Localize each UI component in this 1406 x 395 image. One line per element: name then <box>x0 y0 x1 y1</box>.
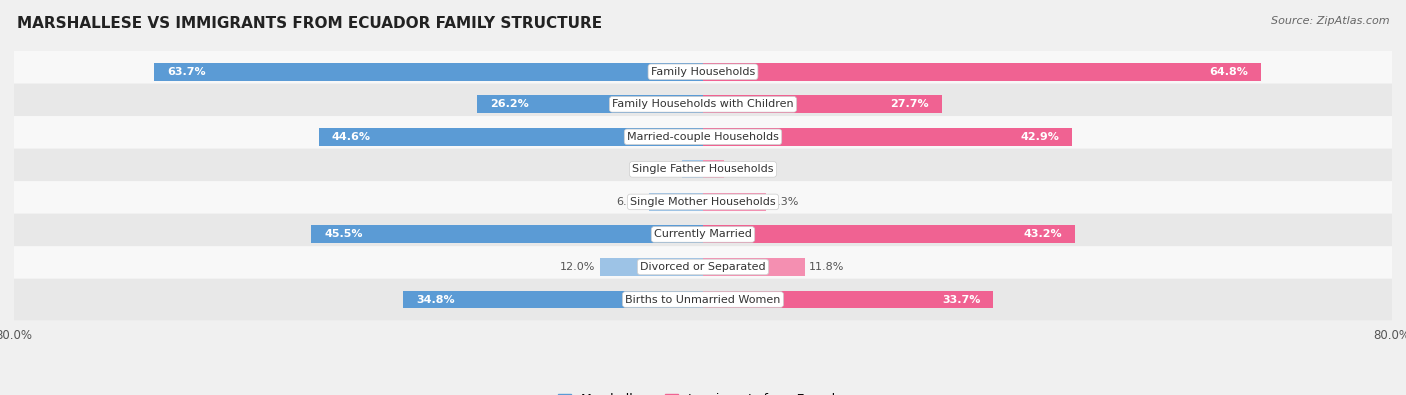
Text: 45.5%: 45.5% <box>323 229 363 239</box>
Text: 64.8%: 64.8% <box>1209 67 1249 77</box>
FancyBboxPatch shape <box>4 116 1402 158</box>
Text: Single Mother Households: Single Mother Households <box>630 197 776 207</box>
Bar <box>703 193 766 211</box>
Bar <box>703 128 1073 146</box>
Text: 33.7%: 33.7% <box>942 295 980 305</box>
Text: Married-couple Households: Married-couple Households <box>627 132 779 142</box>
Text: 43.2%: 43.2% <box>1024 229 1062 239</box>
FancyBboxPatch shape <box>4 246 1402 288</box>
FancyBboxPatch shape <box>4 214 1402 255</box>
Bar <box>404 291 703 308</box>
Text: 42.9%: 42.9% <box>1021 132 1060 142</box>
Bar <box>599 258 703 276</box>
FancyBboxPatch shape <box>4 149 1402 190</box>
Bar <box>319 128 703 146</box>
Text: Divorced or Separated: Divorced or Separated <box>640 262 766 272</box>
Text: 6.3%: 6.3% <box>616 197 644 207</box>
Text: 26.2%: 26.2% <box>491 99 529 109</box>
Text: 44.6%: 44.6% <box>332 132 371 142</box>
Bar <box>703 291 993 308</box>
Text: 11.8%: 11.8% <box>808 262 844 272</box>
Text: MARSHALLESE VS IMMIGRANTS FROM ECUADOR FAMILY STRUCTURE: MARSHALLESE VS IMMIGRANTS FROM ECUADOR F… <box>17 16 602 31</box>
Text: Births to Unmarried Women: Births to Unmarried Women <box>626 295 780 305</box>
Text: Source: ZipAtlas.com: Source: ZipAtlas.com <box>1271 16 1389 26</box>
Bar <box>703 258 804 276</box>
Bar <box>703 160 724 178</box>
Bar <box>311 226 703 243</box>
Text: 27.7%: 27.7% <box>890 99 928 109</box>
Bar <box>155 63 703 81</box>
Text: Currently Married: Currently Married <box>654 229 752 239</box>
Text: Family Households with Children: Family Households with Children <box>612 99 794 109</box>
Legend: Marshallese, Immigrants from Ecuador: Marshallese, Immigrants from Ecuador <box>558 393 848 395</box>
Bar <box>703 226 1076 243</box>
Text: 63.7%: 63.7% <box>167 67 205 77</box>
Text: 2.4%: 2.4% <box>728 164 756 174</box>
FancyBboxPatch shape <box>4 51 1402 92</box>
Bar <box>478 95 703 113</box>
FancyBboxPatch shape <box>4 279 1402 320</box>
FancyBboxPatch shape <box>4 181 1402 223</box>
Bar <box>648 193 703 211</box>
Text: Single Father Households: Single Father Households <box>633 164 773 174</box>
Bar <box>703 95 942 113</box>
Text: 7.3%: 7.3% <box>770 197 799 207</box>
Text: 34.8%: 34.8% <box>416 295 456 305</box>
Text: 12.0%: 12.0% <box>560 262 595 272</box>
FancyBboxPatch shape <box>4 83 1402 125</box>
Text: Family Households: Family Households <box>651 67 755 77</box>
Bar <box>703 63 1261 81</box>
Bar <box>682 160 703 178</box>
Text: 2.4%: 2.4% <box>650 164 678 174</box>
